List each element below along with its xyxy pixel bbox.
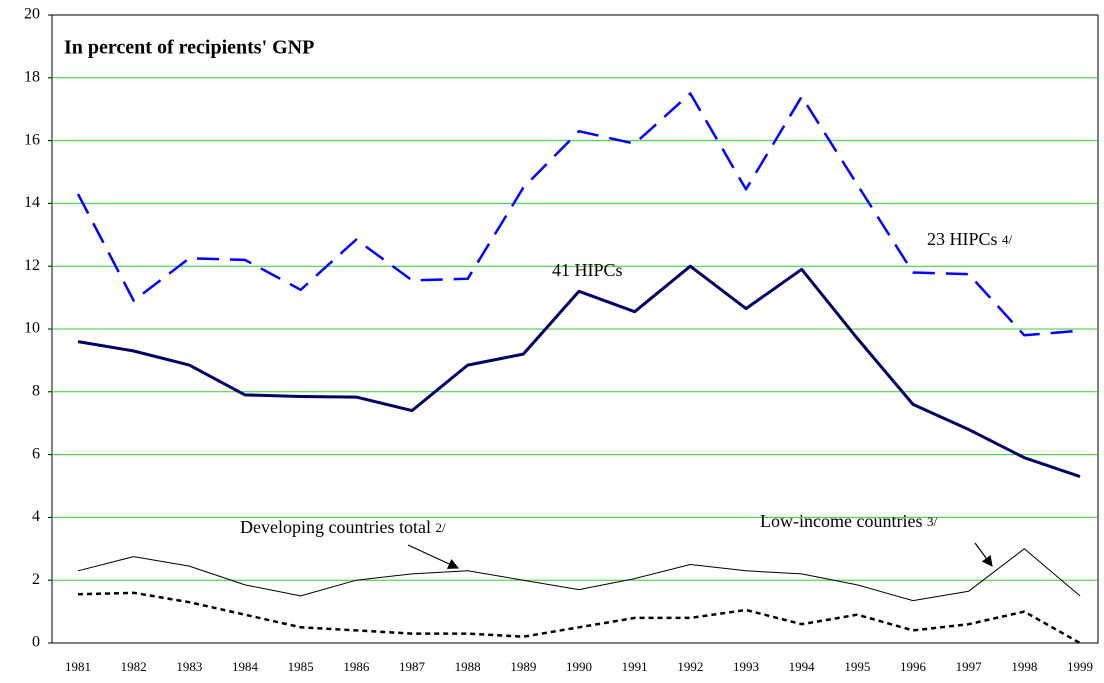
arrow	[974, 542, 993, 567]
x-tick-label: 1991	[622, 659, 648, 674]
x-tick-label: 1993	[733, 659, 759, 674]
arrow	[407, 544, 459, 569]
x-tick-label: 1989	[510, 659, 536, 674]
series-label-text: Low-income countries	[760, 511, 922, 531]
x-tick-label: 1992	[677, 659, 703, 674]
series-label: Developing countries total 2/	[240, 517, 446, 537]
y-tick-label: 14	[24, 194, 40, 211]
x-tick-label: 1981	[65, 659, 91, 674]
series-footnote: 3/	[927, 514, 938, 529]
series-line	[76, 92, 1081, 337]
chart-title: In percent of recipients' GNP	[64, 37, 314, 59]
y-tick-label: 10	[24, 320, 40, 337]
series-line	[77, 591, 1081, 645]
series-footnote: 2/	[435, 520, 446, 535]
series-label: Low-income countries 3/	[760, 511, 937, 531]
x-tick-label: 1983	[176, 659, 202, 674]
x-tick-label: 1997	[956, 659, 983, 674]
series-label-text: 23 HIPCs	[927, 229, 998, 249]
series-line	[77, 548, 1081, 602]
y-tick-label: 4	[32, 508, 40, 525]
grid	[48, 14, 1098, 644]
series-line	[77, 264, 1081, 479]
y-tick-label: 20	[24, 6, 40, 23]
x-tick-label: 1986	[343, 659, 370, 674]
x-tick-label: 1994	[789, 659, 816, 674]
series-label: 41 HIPCs	[552, 260, 623, 280]
marks	[76, 92, 1081, 645]
x-tick-label: 1996	[900, 659, 927, 674]
series-label: 23 HIPCs 4/	[927, 229, 1013, 249]
y-tick-label: 2	[32, 571, 40, 588]
x-tick-label: 1999	[1067, 659, 1093, 674]
y-tick-label: 6	[32, 445, 40, 462]
y-tick-label: 0	[32, 634, 40, 651]
y-tick-label: 12	[24, 257, 40, 274]
x-tick-label: 1984	[232, 659, 259, 674]
x-tick-label: 1985	[288, 659, 314, 674]
y-tick-label: 8	[32, 382, 40, 399]
y-tick-label: 18	[24, 68, 40, 85]
x-tick-label: 1998	[1011, 659, 1037, 674]
x-tick-label: 1987	[399, 659, 426, 674]
x-tick-label: 1988	[455, 659, 481, 674]
series-label-text: Developing countries total	[240, 517, 431, 537]
x-tick-label: 1995	[844, 659, 870, 674]
x-tick-label: 1990	[566, 659, 592, 674]
x-tick-label: 1982	[121, 659, 147, 674]
series-footnote: 4/	[1002, 232, 1013, 247]
y-tick-label: 16	[24, 131, 40, 148]
